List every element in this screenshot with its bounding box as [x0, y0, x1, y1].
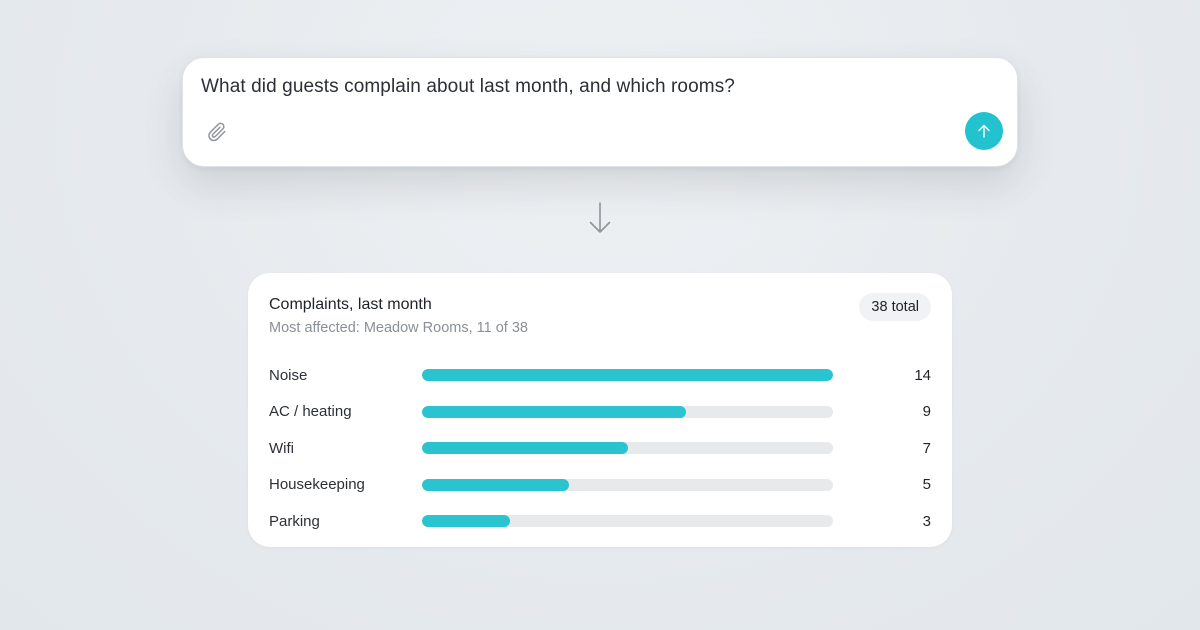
bar-fill — [422, 478, 569, 491]
bar-track — [422, 369, 833, 382]
bar-label: Noise — [269, 366, 308, 384]
bar-row: Wifi 7 — [269, 430, 931, 467]
prompt-box[interactable]: What did guests complain about last mont… — [182, 57, 1018, 167]
total-badge: 38 total — [859, 293, 931, 321]
bar-value: 14 — [914, 366, 931, 384]
bar-label: Parking — [269, 512, 320, 530]
bar-track — [422, 515, 833, 528]
bar-label: Housekeeping — [269, 476, 365, 494]
bar-track — [422, 405, 833, 418]
bar-fill — [422, 369, 833, 382]
bar-row: Noise 14 — [269, 357, 931, 394]
bar-label: Wifi — [269, 439, 294, 457]
bar-track — [422, 478, 833, 491]
card-title: Complaints, last month — [269, 296, 432, 313]
bar-row: Housekeeping 5 — [269, 467, 931, 504]
result-card: Complaints, last month Most affected: Me… — [248, 273, 952, 547]
bar-value: 3 — [922, 512, 931, 530]
bar-fill — [422, 405, 687, 418]
paperclip-icon — [208, 122, 226, 142]
bar-value: 5 — [922, 476, 931, 494]
send-button[interactable] — [965, 112, 1003, 150]
bar-row: AC / heating 9 — [269, 394, 931, 431]
arrow-up-icon — [978, 124, 990, 138]
bar-row: Parking 3 — [269, 503, 931, 540]
card-subtitle: Most affected: Meadow Rooms, 11 of 38 — [269, 320, 528, 336]
bar-value: 9 — [922, 403, 931, 421]
bar-label: AC / heating — [269, 403, 352, 421]
bar-track — [422, 442, 833, 455]
bar-value: 7 — [922, 439, 931, 457]
bar-chart: Noise 14 AC / heating 9 Wifi 7 Housekeeping 5 Pa… — [269, 357, 931, 540]
prompt-input[interactable]: What did guests complain about last mont… — [201, 76, 735, 97]
bar-fill — [422, 442, 628, 455]
attach-button[interactable] — [205, 120, 229, 144]
bar-fill — [422, 515, 511, 528]
arrow-down-icon — [589, 202, 611, 233]
